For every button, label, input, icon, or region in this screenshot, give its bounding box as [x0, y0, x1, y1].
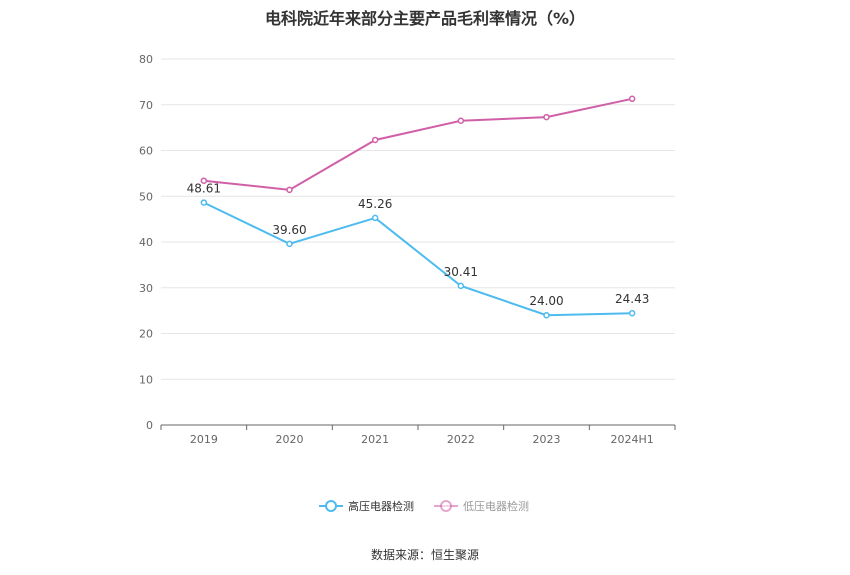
x-tick-label: 2021 [361, 433, 389, 446]
legend-label: 低压电器检测 [463, 499, 529, 513]
data-point [200, 199, 208, 206]
data-point [543, 113, 550, 121]
y-tick-label: 40 [139, 236, 153, 249]
x-axis: 2019 2020 2021 2022 2023 2024H1 [160, 424, 676, 446]
data-point [371, 214, 379, 222]
data-label: 24.43 [615, 292, 649, 306]
legend-marker [440, 500, 452, 512]
y-tick-label: 10 [139, 373, 153, 386]
series-line-1 [203, 201, 633, 317]
series-group [200, 95, 636, 319]
y-tick-label: 80 [139, 53, 153, 66]
source-note: 数据来源：恒生聚源 [370, 548, 479, 562]
data-point [286, 186, 293, 194]
x-tick-label: 2022 [447, 433, 475, 446]
data-labels: 48.61 39.60 45.26 30.41 24.00 24.43 [187, 182, 650, 309]
y-tick-label: 50 [139, 190, 153, 203]
y-tick-label: 60 [139, 145, 153, 158]
y-tick-label: 30 [139, 282, 153, 295]
data-label: 30.41 [444, 265, 478, 279]
data-point [286, 240, 293, 248]
legend-marker [325, 500, 337, 512]
data-point [457, 282, 465, 290]
data-point [543, 311, 550, 319]
y-axis: 0 10 20 30 40 50 60 70 80 [139, 53, 153, 432]
data-label: 39.60 [272, 223, 306, 237]
data-label: 24.00 [529, 294, 563, 308]
data-point [371, 136, 379, 144]
y-tick-label: 20 [139, 328, 153, 341]
grid-lines [161, 58, 675, 380]
data-point [200, 177, 208, 184]
legend: 高压电器检测 低压电器检测 [319, 499, 529, 513]
x-tick-label: 2024H1 [611, 433, 654, 446]
data-point [628, 95, 636, 103]
x-tick-label: 2019 [190, 433, 218, 446]
series-line-2 [203, 97, 633, 191]
legend-item-1: 高压电器检测 [319, 499, 414, 513]
data-point [457, 117, 465, 125]
legend-item-2: 低压电器检测 [434, 499, 529, 513]
x-tick-label: 2020 [276, 433, 304, 446]
data-label: 45.26 [358, 197, 392, 211]
data-point [628, 309, 636, 317]
x-tick-label: 2023 [533, 433, 561, 446]
y-tick-label: 70 [139, 99, 153, 112]
chart-title: 电科院近年来部分主要产品毛利率情况（%） [264, 9, 586, 28]
data-label: 48.61 [187, 182, 221, 196]
y-tick-label: 0 [146, 419, 153, 432]
legend-label: 高压电器检测 [348, 499, 414, 513]
